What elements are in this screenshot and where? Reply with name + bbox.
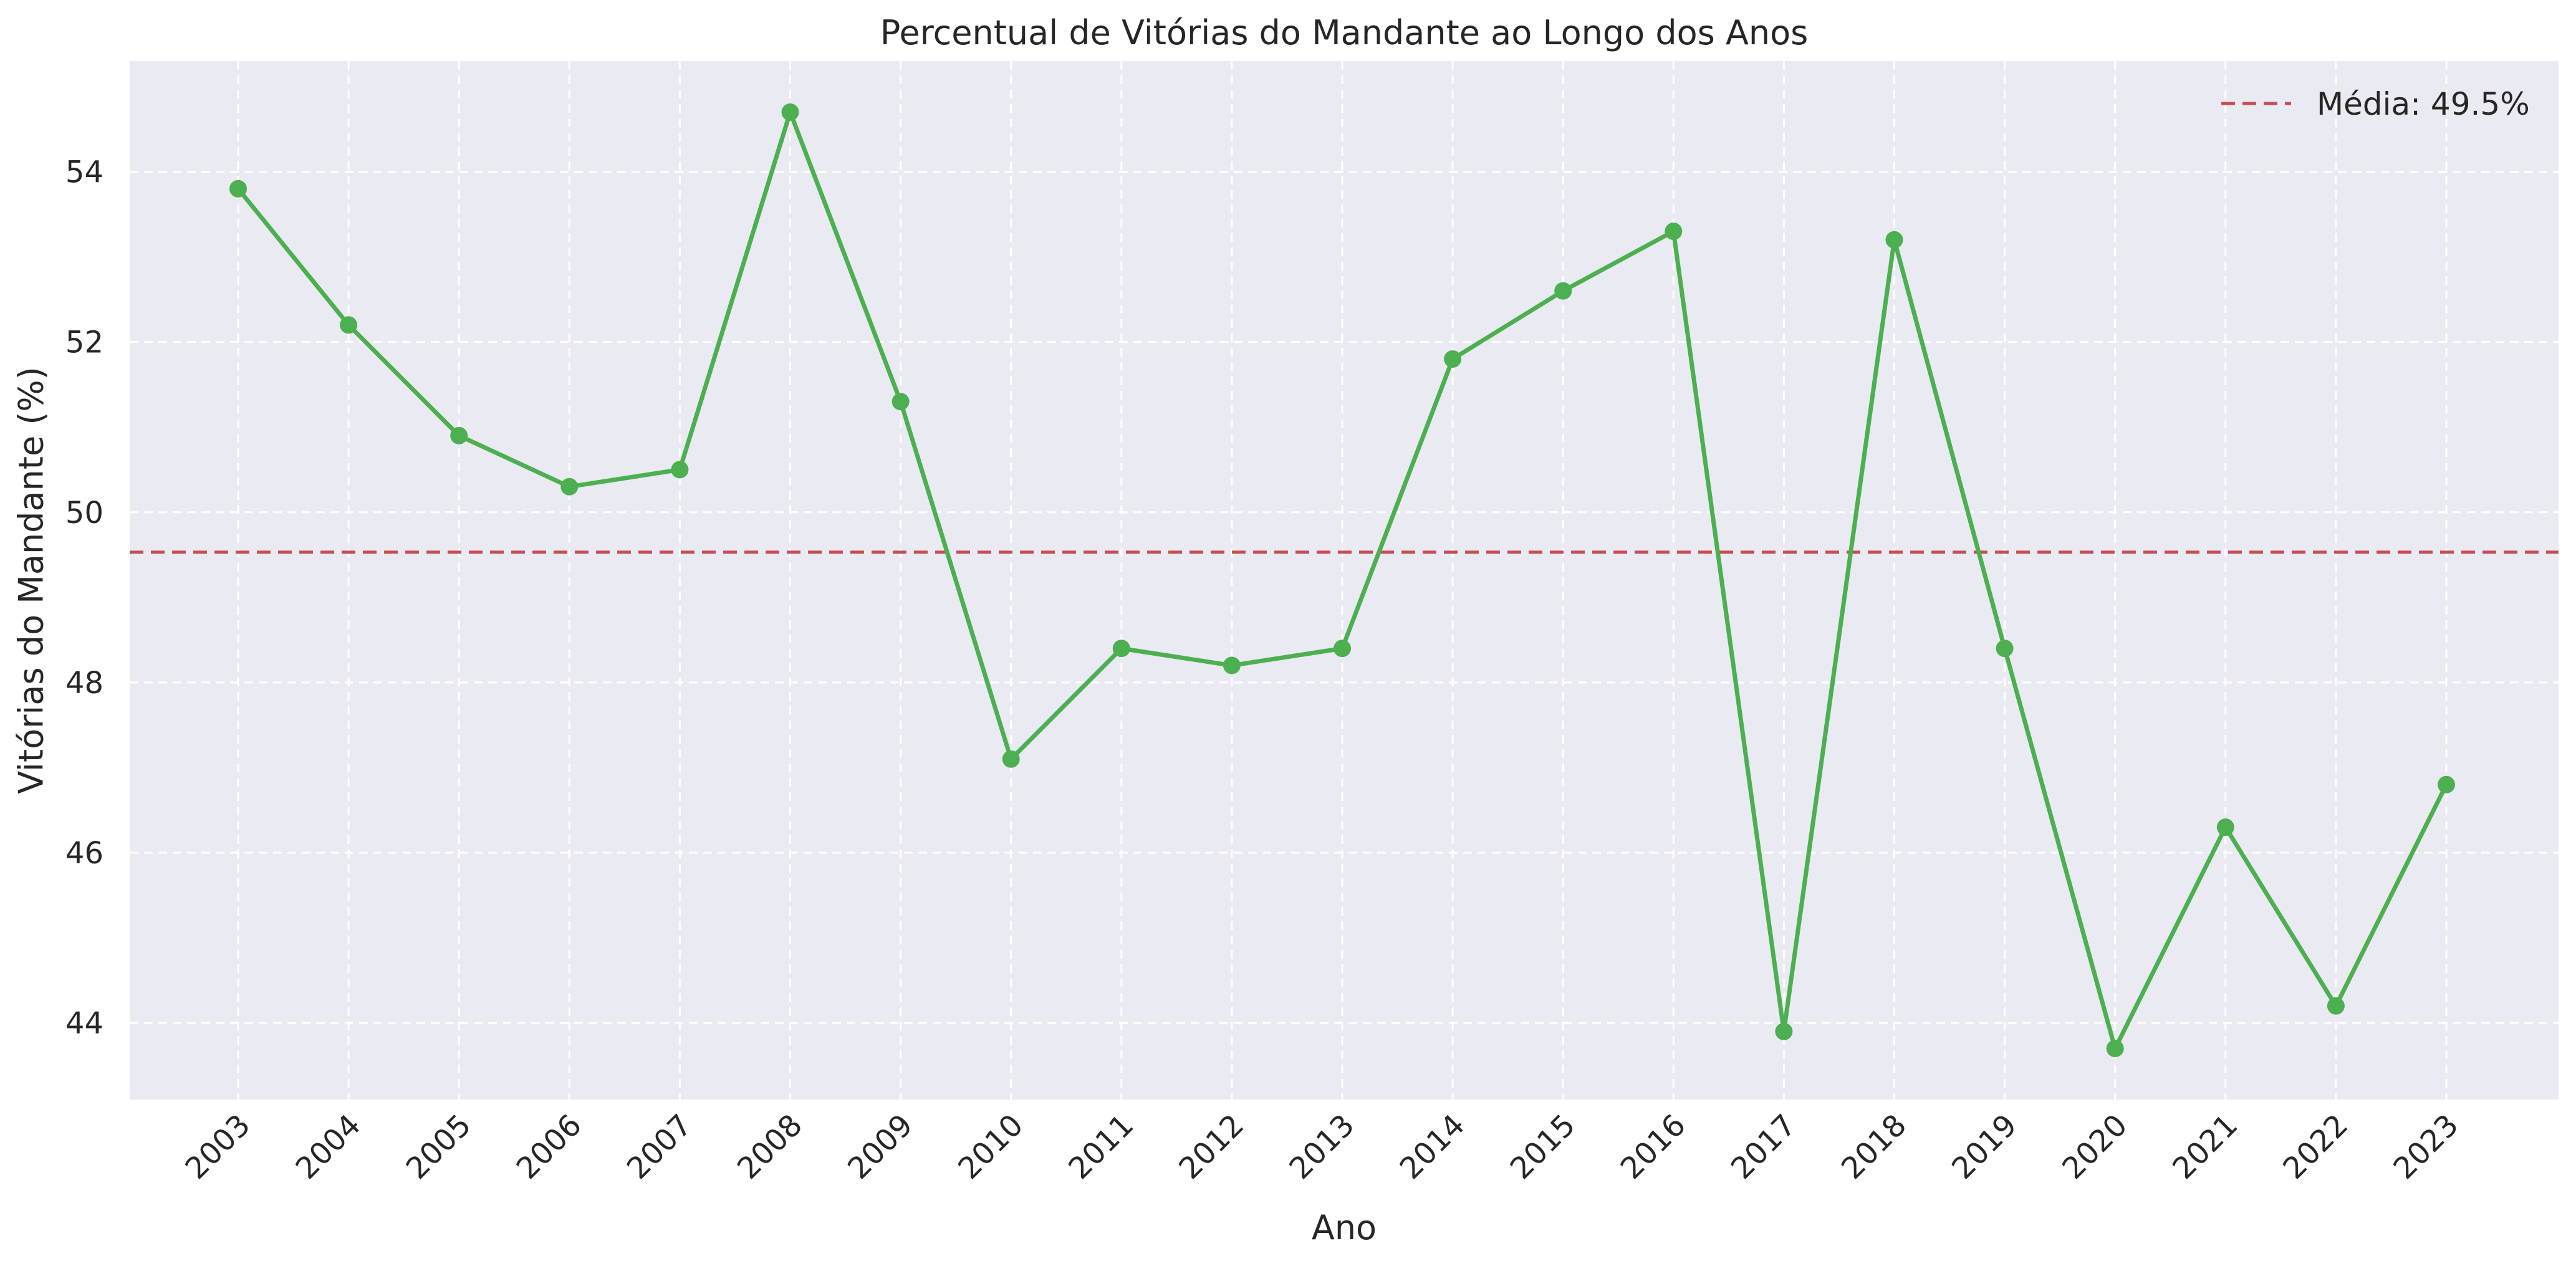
data-point — [892, 393, 910, 411]
x-gridlines — [237, 61, 2448, 1100]
data-point — [2106, 1040, 2124, 1058]
data-point — [2216, 818, 2234, 837]
data-point — [1775, 1022, 1793, 1040]
y-tick-labels: 44 46 48 50 52 54 — [65, 155, 103, 1042]
data-point — [1665, 223, 1683, 241]
data-point — [1223, 656, 1241, 674]
data-point — [229, 180, 247, 198]
data-point — [1002, 750, 1020, 768]
data-point — [671, 461, 689, 479]
y-tick-label: 48 — [65, 666, 103, 701]
data-point — [2327, 997, 2345, 1015]
chart-title: Percentual de Vitórias do Mandante ao Lo… — [880, 13, 1809, 52]
y-tick-label: 50 — [65, 496, 103, 530]
data-point — [1996, 640, 2014, 658]
legend-label: Média: 49.5% — [2317, 86, 2530, 122]
data-point — [2438, 775, 2455, 794]
data-point — [450, 426, 468, 444]
x-axis-label: Ano — [1312, 1208, 1377, 1247]
data-point — [1554, 282, 1572, 300]
y-tick-label: 52 — [65, 325, 103, 360]
y-tick-label: 44 — [65, 1006, 103, 1041]
y-gridlines — [130, 171, 2559, 1024]
data-point — [1112, 640, 1130, 658]
data-point — [1334, 640, 1351, 658]
legend: Média: 49.5% — [2221, 86, 2530, 122]
data-point — [781, 103, 799, 121]
data-point — [560, 477, 579, 496]
y-axis-label: Vitórias do Mandante (%) — [12, 367, 51, 794]
data-point — [1444, 350, 1462, 368]
plot-area — [130, 61, 2559, 1100]
y-tick-label: 46 — [65, 836, 103, 871]
data-point — [340, 316, 358, 334]
data-point — [1885, 231, 1903, 249]
data-points — [229, 103, 2455, 1058]
y-tick-label: 54 — [65, 155, 103, 190]
